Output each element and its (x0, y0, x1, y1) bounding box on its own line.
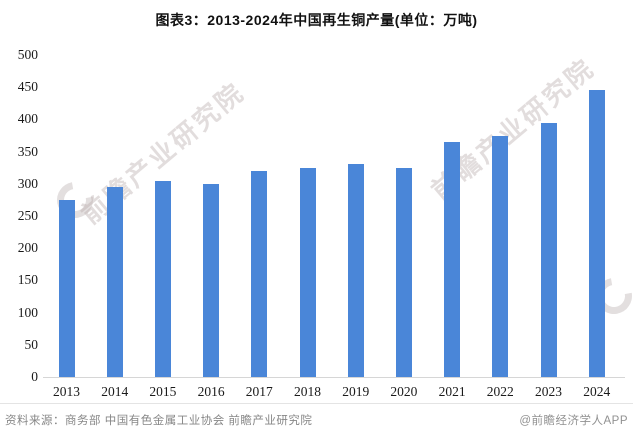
x-tick-label: 2019 (342, 384, 370, 399)
footer-divider (0, 403, 633, 404)
bar-2023 (540, 122, 557, 377)
y-axis: 0 50 100 150 200 250 300 350 400 450 500 (0, 47, 39, 384)
bar-2017 (251, 170, 268, 377)
y-tick-label: 500 (17, 47, 38, 62)
y-tick-label: 200 (17, 240, 38, 256)
chart-title: 图表3：2013-2024年中国再生铜产量(单位：万吨) (155, 12, 478, 28)
y-tick-label: 100 (17, 304, 38, 320)
bar-2022 (492, 135, 509, 377)
y-tick-label: 150 (17, 272, 38, 288)
credit-note: @前瞻经济学人APP (519, 415, 628, 427)
x-tick-label: 2020 (390, 384, 418, 399)
bar-2020 (395, 167, 412, 377)
x-tick-label: 2014 (101, 384, 129, 399)
bar-2014 (106, 187, 123, 377)
y-tick-label: 250 (17, 208, 38, 223)
y-tick-label: 300 (17, 175, 38, 191)
bar-2024 (588, 90, 605, 377)
bar-2021 (444, 141, 461, 377)
bar-2019 (347, 164, 364, 377)
x-tick-label: 2022 (486, 384, 514, 399)
x-tick-label: 2013 (53, 384, 80, 399)
y-tick-label: 450 (17, 79, 38, 95)
x-tick-label: 2021 (438, 384, 466, 399)
bar-2018 (299, 167, 316, 377)
bar-2013 (58, 199, 75, 377)
x-tick-label: 2018 (294, 384, 321, 399)
bar-2016 (203, 183, 220, 377)
y-tick-label: 350 (17, 143, 38, 159)
y-tick-label: 0 (31, 369, 38, 384)
y-tick-label: 50 (24, 336, 39, 352)
x-tick-label: 2024 (583, 384, 611, 399)
x-tick-label: 2016 (197, 384, 225, 399)
plot-area: 2013 2014 2015 2016 2017 2018 2019 2020 2021 2022… (43, 55, 625, 399)
x-tick-label: 2017 (245, 384, 273, 399)
y-tick-label: 400 (17, 111, 38, 127)
x-tick-label: 2015 (149, 384, 177, 399)
data-source-note: 资料来源：商务部 中国有色金属工业协会 前瞻产业研究院 (5, 415, 313, 427)
bar-2015 (154, 180, 171, 377)
x-tick-label: 2023 (535, 384, 562, 399)
